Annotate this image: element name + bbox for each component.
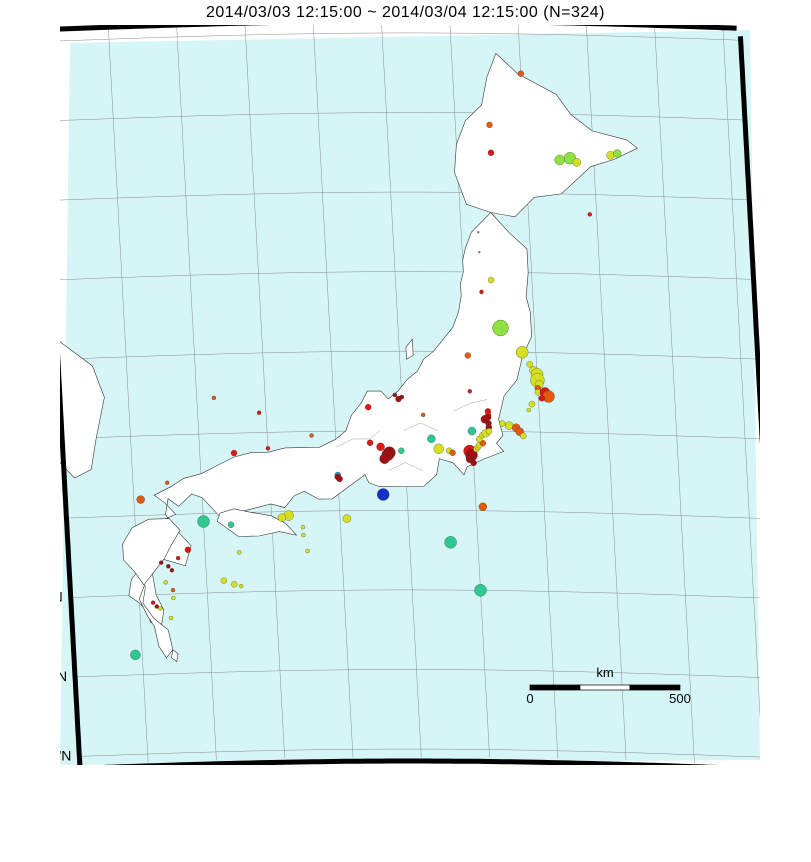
earthquake-marker <box>468 427 476 435</box>
lat-label-28: 28'N <box>60 747 71 763</box>
earthquake-marker <box>487 122 493 128</box>
earthquake-marker <box>337 476 343 482</box>
scalebar-segment-0 <box>530 685 580 690</box>
map-svg: 46'N44'N42'N40'N38'N36'N34'N32'N30'N28'N… <box>60 25 760 765</box>
earthquake-marker <box>278 514 286 522</box>
earthquake-marker <box>367 440 373 446</box>
earthquake-marker <box>477 231 479 233</box>
earthquake-marker <box>169 616 173 620</box>
earthquake-marker <box>468 389 472 393</box>
earthquake-marker <box>555 155 565 165</box>
earthquake-marker <box>151 601 155 605</box>
earthquake-marker <box>505 422 513 430</box>
earthquake-marker <box>527 361 533 367</box>
earthquake-marker <box>539 395 545 401</box>
earthquake-marker <box>239 584 243 588</box>
earthquake-marker <box>231 581 237 587</box>
earthquake-marker <box>171 596 175 600</box>
scalebar-segment-2 <box>630 685 680 690</box>
earthquake-marker <box>137 496 145 504</box>
earthquake-marker <box>573 158 581 166</box>
earthquake-marker <box>158 606 162 610</box>
earthquake-marker <box>228 522 234 528</box>
lat-label-30: 30'N <box>60 668 67 684</box>
earthquake-marker <box>306 549 310 553</box>
earthquake-marker <box>176 556 180 560</box>
earthquake-marker <box>518 71 524 77</box>
earthquake-marker <box>165 481 169 485</box>
earthquake-marker <box>520 433 526 439</box>
earthquake-marker <box>237 550 241 554</box>
earthquake-marker <box>212 396 216 400</box>
earthquake-marker <box>427 435 435 443</box>
earthquake-marker <box>445 536 457 548</box>
earthquake-marker <box>475 584 487 596</box>
earthquake-marker <box>164 580 168 584</box>
earthquake-marker <box>478 251 480 253</box>
scalebar-start-label: 0 <box>526 691 533 706</box>
earthquake-marker <box>380 454 390 464</box>
earthquake-marker <box>393 393 397 397</box>
earthquake-marker <box>343 515 351 523</box>
earthquake-marker <box>434 444 444 454</box>
earthquake-marker <box>479 503 487 511</box>
earthquake-marker <box>377 489 389 501</box>
earthquake-marker <box>450 450 456 456</box>
earthquake-marker <box>588 212 592 216</box>
earthquake-marker <box>130 650 140 660</box>
earthquake-marker <box>471 460 477 466</box>
earthquake-marker <box>527 408 531 412</box>
earthquake-marker <box>301 533 305 537</box>
earthquake-marker <box>613 150 621 158</box>
earthquake-marker <box>257 411 261 415</box>
svg-text:km: km <box>596 665 613 680</box>
earthquake-marker <box>377 443 385 451</box>
earthquake-marker <box>166 564 170 568</box>
earthquake-marker <box>488 277 494 283</box>
earthquake-marker <box>488 150 494 156</box>
earthquake-marker <box>198 516 210 528</box>
earthquake-marker <box>398 448 404 454</box>
earthquake-marker <box>529 401 535 407</box>
earthquake-marker <box>231 450 237 456</box>
earthquake-marker <box>396 396 402 402</box>
earthquake-marker <box>465 353 471 359</box>
lat-label-32: 32'N <box>60 589 63 605</box>
map-screenshot: 2014/03/03 12:15:00 ~ 2014/03/04 12:15:0… <box>0 0 811 862</box>
earthquake-marker <box>159 561 163 565</box>
earthquake-marker <box>221 578 227 584</box>
earthquake-marker <box>171 588 175 592</box>
earthquake-marker <box>310 434 314 438</box>
earthquake-marker <box>516 346 528 358</box>
earthquake-marker <box>421 413 425 417</box>
scalebar-segment-1 <box>580 685 630 690</box>
earthquake-marker <box>185 547 191 553</box>
earthquake-marker <box>480 290 484 294</box>
title-text: 2014/03/03 12:15:00 ~ 2014/03/04 12:15:0… <box>0 4 811 22</box>
map-area: 46'N44'N42'N40'N38'N36'N34'N32'N30'N28'N… <box>60 25 760 765</box>
earthquake-marker <box>170 568 174 572</box>
scalebar-end-label: 500 <box>669 691 691 706</box>
earthquake-marker <box>486 428 492 434</box>
earthquake-marker <box>499 421 505 427</box>
earthquake-marker <box>365 404 371 410</box>
earthquake-marker <box>155 605 159 609</box>
earthquake-marker <box>266 446 270 450</box>
earthquake-marker <box>301 525 305 529</box>
earthquake-marker <box>493 320 509 336</box>
bottom-panel: M ~1 2 3 4 5 Depth[km] 0 10 20 30 50 <box>0 765 811 862</box>
